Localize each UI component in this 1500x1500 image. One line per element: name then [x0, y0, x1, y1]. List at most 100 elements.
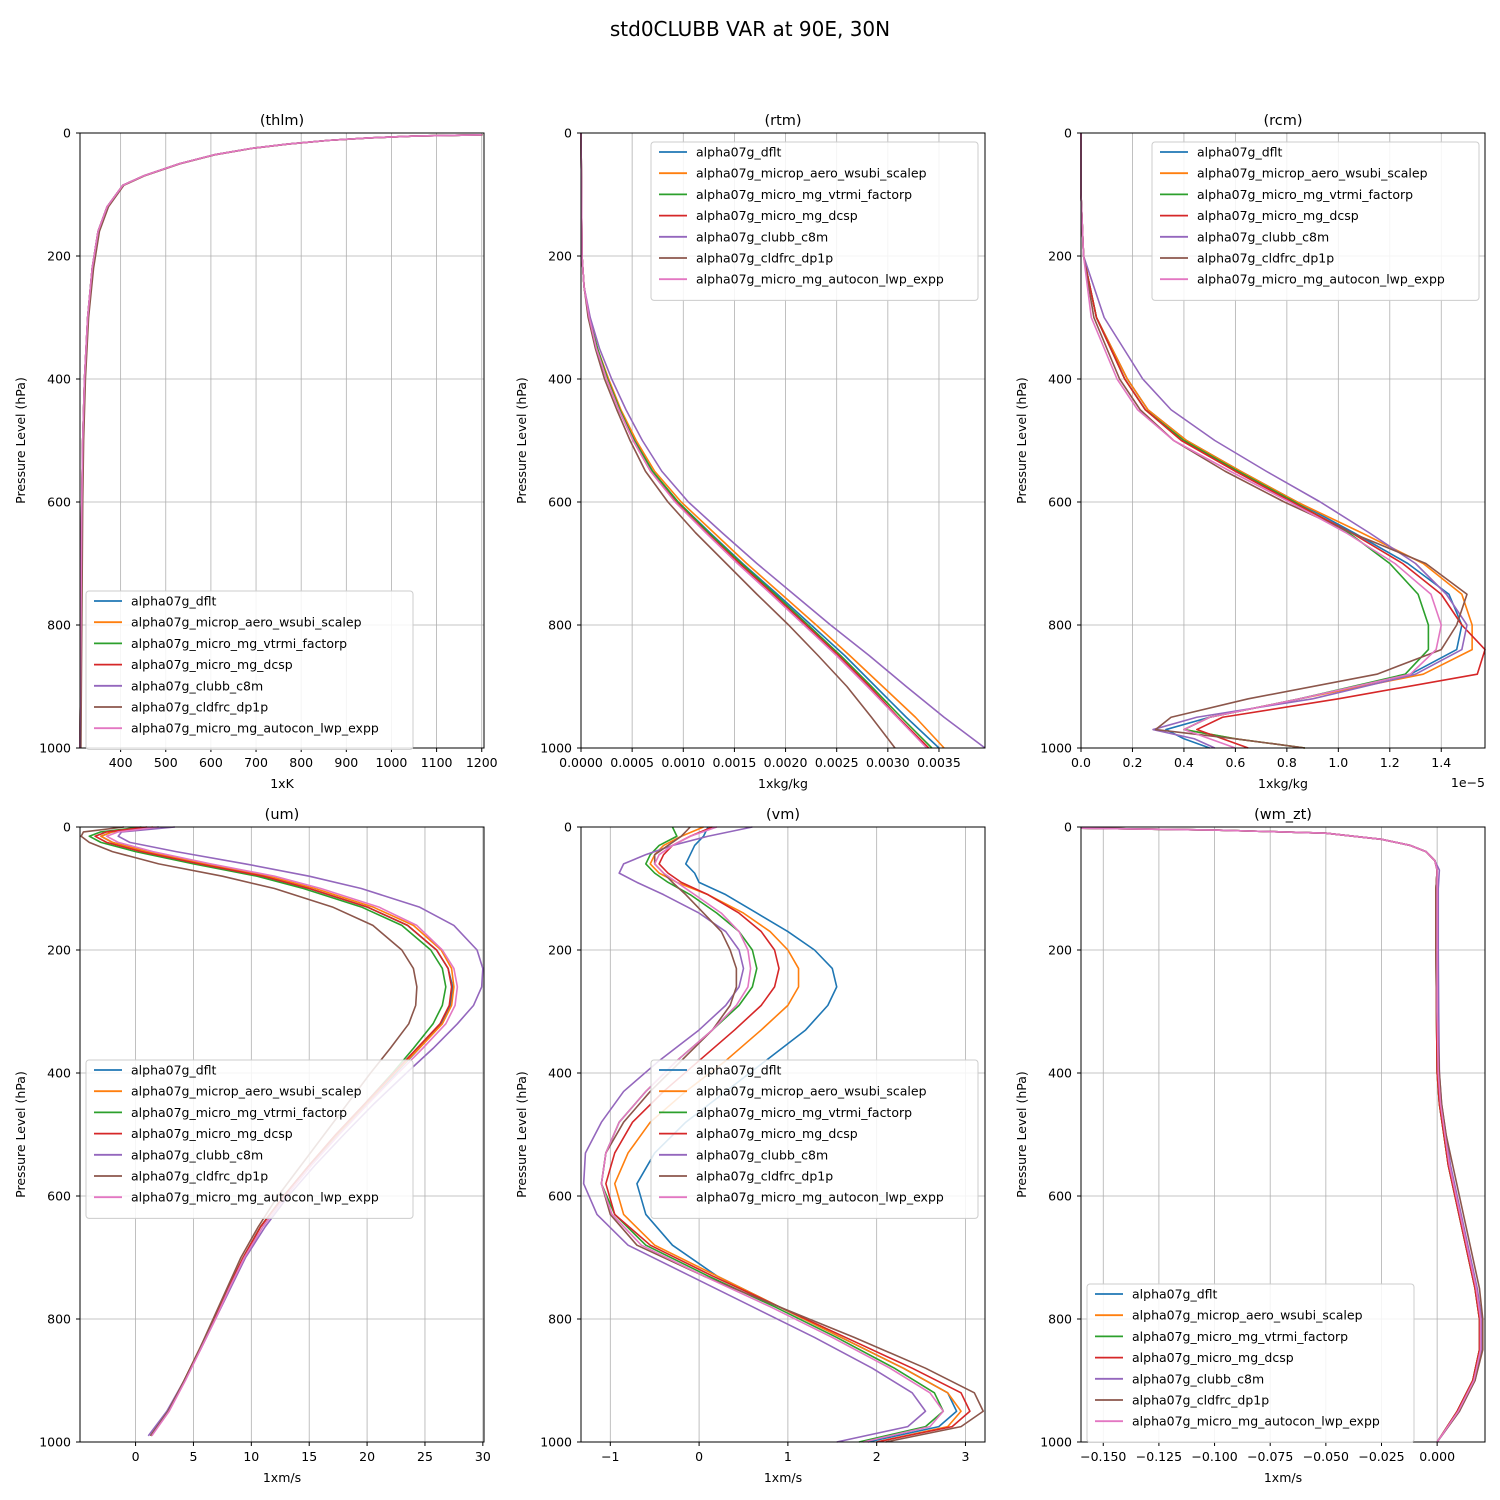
y-tick-label: 800	[1048, 1312, 1072, 1327]
legend: alpha07g_dflt alpha07g_microp_aero_wsubi_…	[85, 1059, 414, 1219]
legend-label: alpha07g_clubb_c8m	[131, 1147, 263, 1162]
y-tick-label: 600	[1048, 1189, 1072, 1204]
legend-item: alpha07g_dflt	[94, 594, 217, 609]
legend: alpha07g_dflt alpha07g_microp_aero_wsubi_…	[85, 590, 414, 750]
x-tick-label: 1100	[421, 755, 453, 770]
x-tick-label: −0.050	[1303, 1449, 1349, 1464]
x-tick-label: −0.150	[1080, 1449, 1126, 1464]
legend-label: alpha07g_micro_mg_vtrmi_factorp	[1132, 1329, 1348, 1344]
y-tick-label: 1000	[1040, 1435, 1072, 1450]
series-lines	[582, 826, 985, 1443]
legend-item: alpha07g_micro_mg_dcsp	[94, 1126, 293, 1141]
legend-item: alpha07g_dflt	[1160, 145, 1283, 160]
y-tick-label: 600	[548, 1189, 572, 1204]
legend-item: alpha07g_clubb_c8m	[94, 1147, 263, 1162]
series-line-alpha07g_micro_mg_dcsp	[1080, 133, 1486, 749]
legend-label: alpha07g_dflt	[696, 1063, 782, 1078]
y-tick-label: 800	[1048, 618, 1072, 633]
legend-label: alpha07g_micro_mg_vtrmi_factorp	[131, 636, 347, 651]
legend-box	[85, 1059, 414, 1219]
series-line-alpha07g_micro_mg_autocon_lwp_expp	[105, 826, 459, 1437]
legend-label: alpha07g_micro_mg_autocon_lwp_expp	[1132, 1414, 1380, 1429]
x-tick-label: 15	[301, 1449, 317, 1464]
y-tick-label: 1000	[39, 741, 71, 756]
x-axis: −0.150 −0.125 −0.100 −0.075 −0.050 −0.025 0.00…	[1080, 1442, 1455, 1464]
x-tick-label: 400	[109, 755, 133, 770]
legend-label: alpha07g_dflt	[1197, 145, 1283, 160]
legend-label: alpha07g_micro_mg_vtrmi_factorp	[1197, 187, 1413, 202]
y-tick-label: 1000	[540, 1435, 572, 1450]
y-axis: 0 200 400 600 800 1000	[39, 820, 80, 1450]
x-tick-label: 0.0005	[610, 755, 654, 770]
legend-item: alpha07g_micro_mg_vtrmi_factorp	[94, 636, 347, 651]
y-tick-label: 200	[548, 249, 572, 264]
x-tick-label: 10	[243, 1449, 259, 1464]
legend-label: alpha07g_microp_aero_wsubi_scalep	[696, 1084, 927, 1099]
series-line-alpha07g_micro_mg_autocon_lwp_expp	[580, 132, 928, 749]
series-line-alpha07g_clubb_c8m	[580, 132, 986, 749]
x-tick-label: −0.125	[1136, 1449, 1182, 1464]
x-axis-label: 1xK	[270, 776, 294, 791]
legend-label: alpha07g_cldfrc_dp1p	[1132, 1393, 1269, 1408]
legend-label: alpha07g_cldfrc_dp1p	[696, 1169, 833, 1184]
series-lines	[580, 132, 986, 749]
legend-label: alpha07g_micro_mg_dcsp	[1197, 208, 1359, 223]
subplot-title: (um)	[265, 807, 300, 823]
legend-item: alpha07g_microp_aero_wsubi_scalep	[94, 1084, 362, 1099]
series-line-alpha07g_micro_mg_dcsp	[605, 826, 971, 1443]
x-offset-text: 1e−5	[1451, 775, 1485, 790]
x-tick-label: 0.0	[1071, 755, 1091, 770]
series-line-alpha07g_micro_mg_autocon_lwp_expp	[1080, 827, 1482, 1443]
axes-frame	[580, 826, 986, 1443]
legend: alpha07g_dflt alpha07g_microp_aero_wsubi_…	[1086, 1283, 1415, 1443]
legend-item: alpha07g_micro_mg_autocon_lwp_expp	[659, 272, 944, 287]
y-tick-label: 800	[47, 1312, 71, 1327]
legend-label: alpha07g_microp_aero_wsubi_scalep	[131, 1084, 362, 1099]
series-line-alpha07g_cldfrc_dp1p	[80, 826, 418, 1437]
legend-label: alpha07g_micro_mg_autocon_lwp_expp	[1197, 272, 1445, 287]
legend-item: alpha07g_dflt	[659, 145, 782, 160]
legend-item: alpha07g_microp_aero_wsubi_scalep	[659, 166, 927, 181]
y-tick-label: 600	[548, 495, 572, 510]
legend-label: alpha07g_clubb_c8m	[696, 1147, 828, 1162]
legend-label: alpha07g_micro_mg_dcsp	[131, 657, 293, 672]
x-axis: 400 500 600 700 800 900 1000 1100 1200	[109, 748, 498, 770]
x-tick-label: 1	[784, 1449, 792, 1464]
y-axis-label: Pressure Level (hPa)	[13, 1071, 28, 1198]
y-tick-label: 800	[548, 1312, 572, 1327]
x-tick-label: 0.0035	[917, 755, 961, 770]
legend-label: alpha07g_micro_mg_vtrmi_factorp	[696, 187, 912, 202]
x-tick-label: 0.0015	[713, 755, 757, 770]
subplot-title: (wm_zt)	[1254, 807, 1312, 823]
legend-label: alpha07g_dflt	[1132, 1287, 1218, 1302]
legend-box	[650, 141, 979, 301]
legend-label: alpha07g_cldfrc_dp1p	[131, 700, 268, 715]
y-tick-label: 0	[63, 820, 71, 835]
x-tick-label: 3	[961, 1449, 969, 1464]
y-tick-label: 200	[548, 943, 572, 958]
y-axis-label: Pressure Level (hPa)	[13, 377, 28, 504]
legend-item: alpha07g_micro_mg_autocon_lwp_expp	[1095, 1414, 1380, 1429]
x-tick-label: 0.2	[1123, 755, 1143, 770]
y-tick-label: 200	[47, 943, 71, 958]
legend-box	[1151, 141, 1480, 301]
x-tick-label: 1000	[376, 755, 408, 770]
legend-box	[1086, 1283, 1415, 1443]
legend-label: alpha07g_clubb_c8m	[1132, 1371, 1264, 1386]
x-tick-label: 1.4	[1431, 755, 1451, 770]
y-axis: 0 200 400 600 800 1000	[39, 126, 80, 756]
x-tick-label: 0.0030	[866, 755, 910, 770]
x-tick-label: 25	[417, 1449, 433, 1464]
legend-label: alpha07g_micro_mg_autocon_lwp_expp	[696, 1190, 944, 1205]
legend-label: alpha07g_micro_mg_dcsp	[696, 1126, 858, 1141]
y-tick-label: 400	[47, 372, 71, 387]
x-tick-label: 0.0025	[815, 755, 859, 770]
x-tick-label: 2	[873, 1449, 881, 1464]
y-tick-label: 200	[1048, 249, 1072, 264]
y-axis-label: Pressure Level (hPa)	[514, 1071, 529, 1198]
legend-item: alpha07g_microp_aero_wsubi_scalep	[659, 1084, 927, 1099]
x-axis: 0.0 0.2 0.4 0.6 0.8 1.0 1.2 1.4	[1071, 748, 1451, 770]
y-tick-label: 600	[47, 495, 71, 510]
legend-item: alpha07g_micro_mg_dcsp	[1160, 208, 1359, 223]
legend-item: alpha07g_cldfrc_dp1p	[94, 1169, 268, 1184]
